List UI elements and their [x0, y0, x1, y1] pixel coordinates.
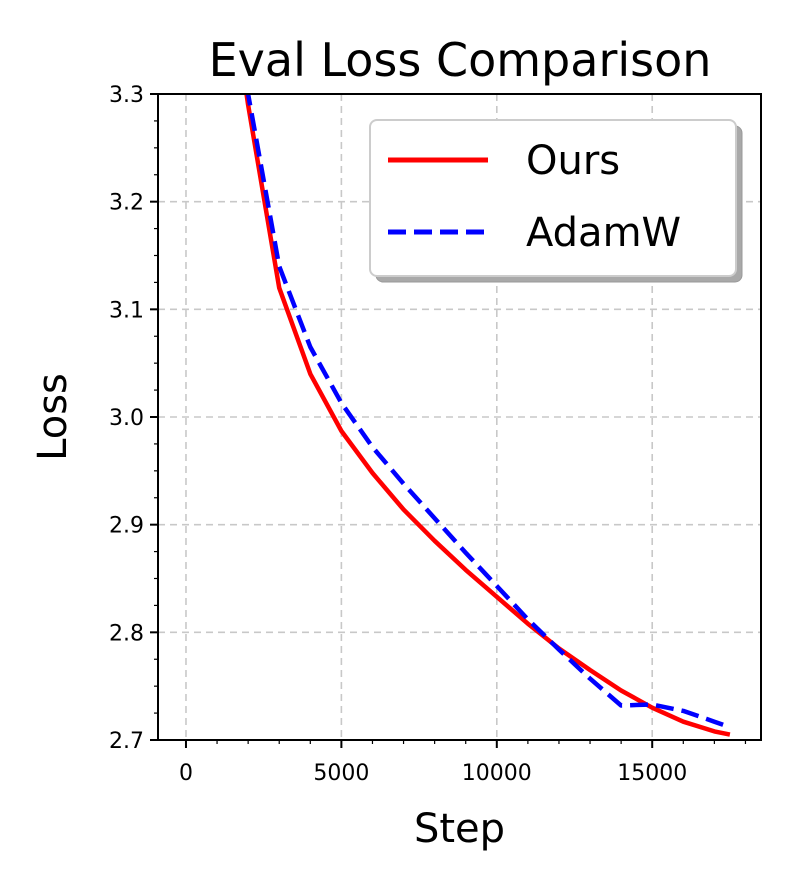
y-tick-label-5: 3.2: [109, 191, 144, 216]
x-tick-label-0: 0: [179, 761, 193, 786]
ticks: 0 5000 10000 15000 2.7 2.8 2.9 3.0 3.1 3.2 3.3: [109, 83, 747, 786]
series-line-adamw: [245, 94, 731, 730]
y-tick-label-0: 2.7: [109, 729, 144, 754]
x-tick-label-2: 10000: [462, 761, 532, 786]
y-axis-title: Loss: [30, 373, 76, 461]
x-tick-label-3: 15000: [617, 761, 687, 786]
y-tick-label-2: 2.9: [109, 514, 144, 539]
legend: Ours AdamW: [369, 119, 743, 283]
y-tick-label-1: 2.8: [109, 621, 144, 646]
y-tick-label-3: 3.0: [109, 406, 144, 431]
legend-label-adamw: AdamW: [526, 210, 681, 256]
x-tick-label-1: 5000: [313, 761, 369, 786]
chart-title: Eval Loss Comparison: [209, 33, 712, 87]
series-group: [244, 94, 731, 737]
y-tick-label-4: 3.1: [109, 298, 144, 323]
x-axis-title: Step: [414, 806, 505, 852]
y-tick-label-6: 3.3: [109, 83, 144, 108]
series-line-ours: [244, 94, 731, 737]
legend-label-ours: Ours: [526, 138, 620, 184]
